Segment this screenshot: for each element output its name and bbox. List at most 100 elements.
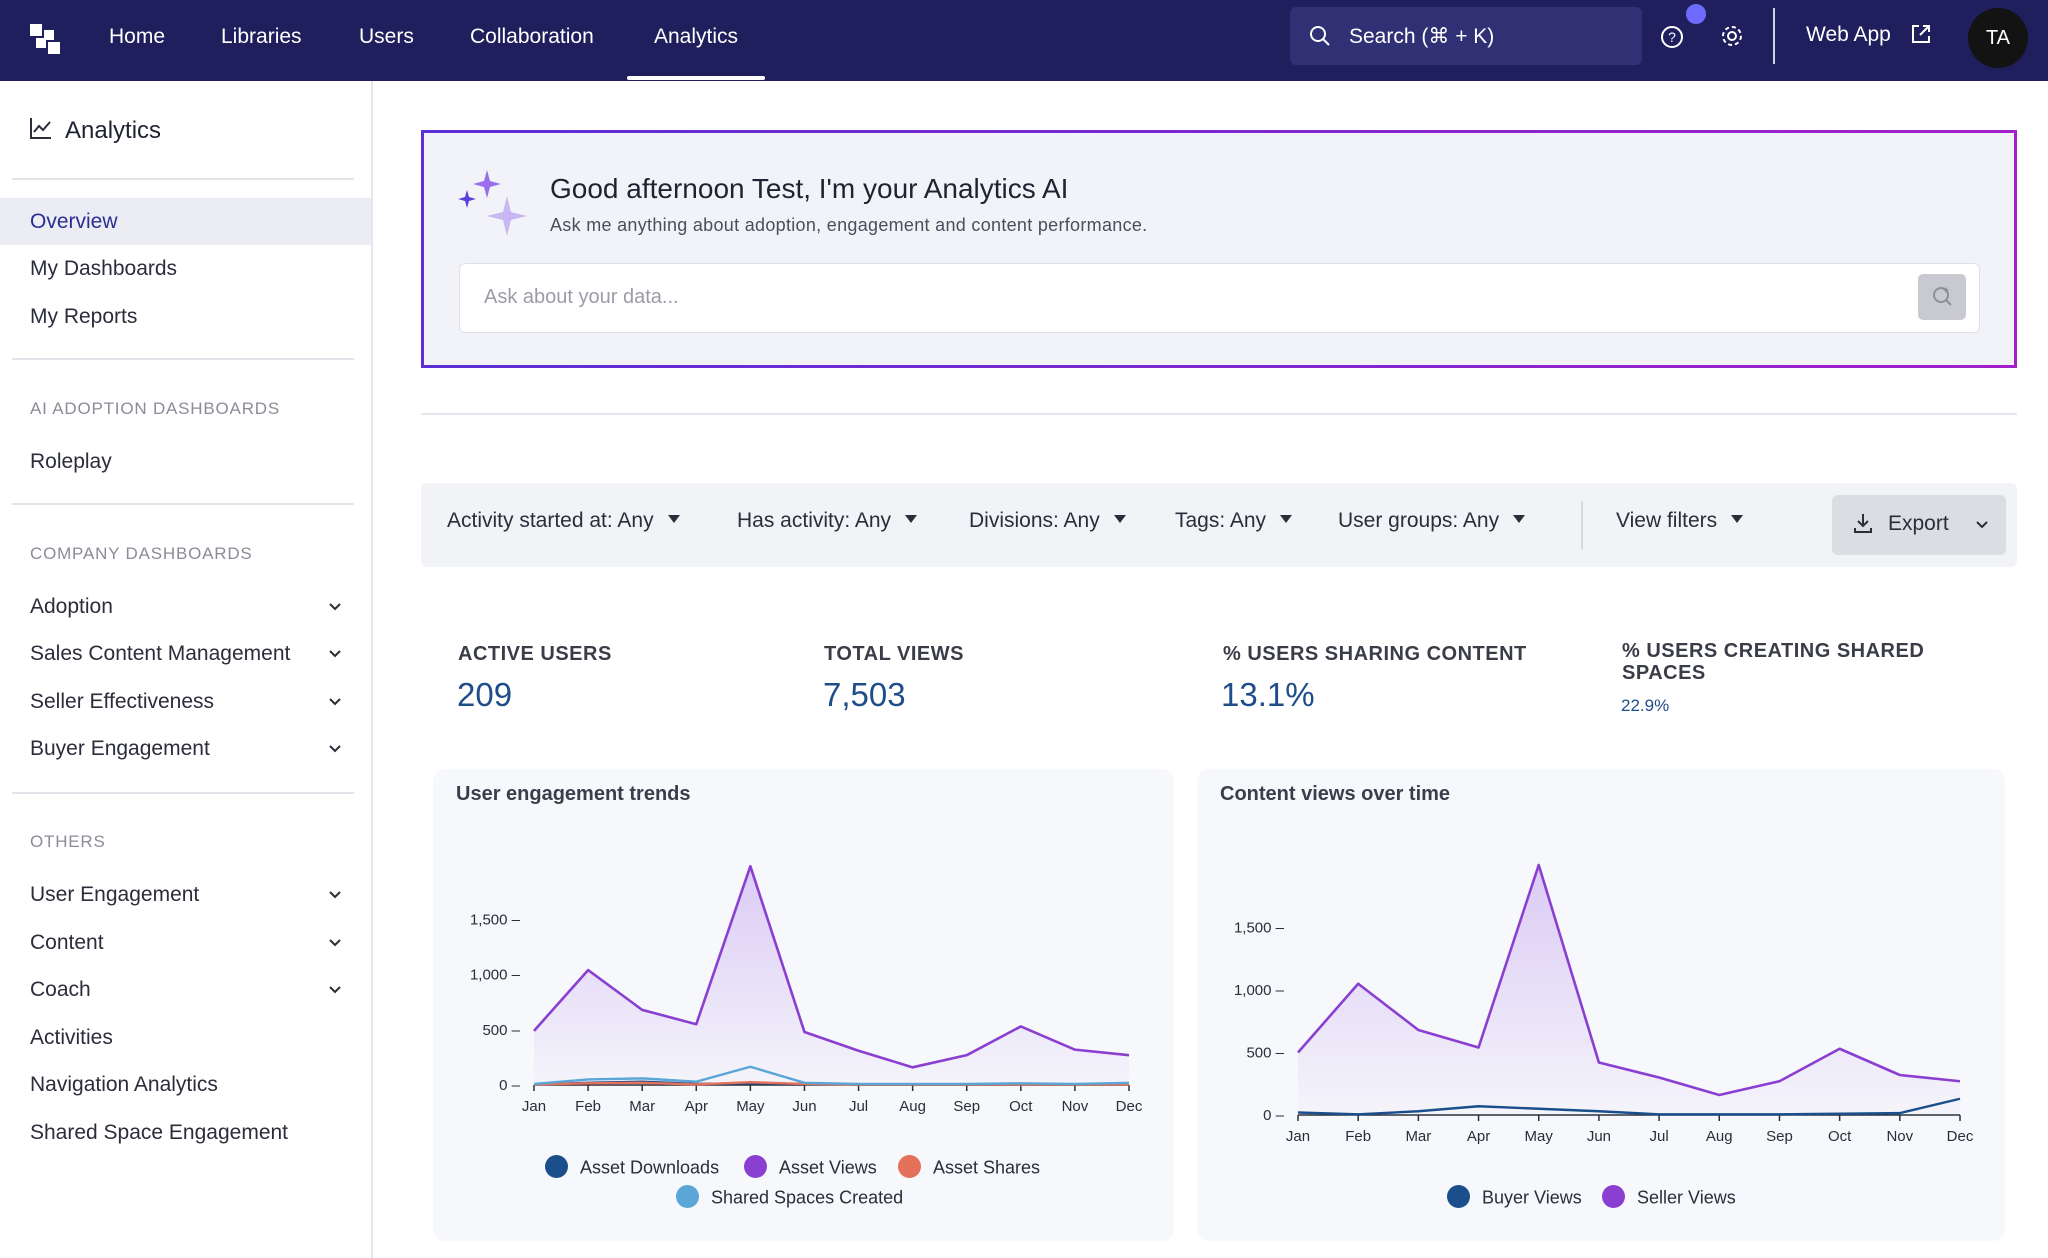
series-line-shared-spaces-created <box>533 1065 1130 1086</box>
legend-dot <box>898 1155 921 1178</box>
ai-greeting-subtitle: Ask me anything about adoption, engageme… <box>550 215 1148 235</box>
ai-submit-button[interactable] <box>1918 274 1966 320</box>
y-tick-label: 1,500 – <box>1234 920 1285 937</box>
sidebar-title: Analytics <box>65 117 162 144</box>
nav-collaboration[interactable]: Collaboration <box>470 25 594 48</box>
kpi-label-users-creating-spaces: % USERS CREATING SHARED SPACES <box>1622 640 1925 684</box>
section-heading-company: COMPANY DASHBOARDS <box>30 544 253 563</box>
search-icon <box>1310 26 1330 46</box>
y-tick-label: 1,000 – <box>470 967 521 984</box>
y-tick-label: 500 – <box>1246 1045 1284 1062</box>
sidebar: Analytics Overview My Dashboards My Repo… <box>0 81 373 1258</box>
legend-label: Asset Shares <box>933 1157 1041 1178</box>
sidebar-item-my-reports[interactable]: My Reports <box>30 305 138 328</box>
legend-item: Buyer Views <box>1447 1185 1582 1210</box>
sidebar-item-adoption[interactable]: Adoption <box>0 583 371 630</box>
gear-icon[interactable] <box>1719 23 1745 49</box>
legend-dot <box>744 1155 767 1178</box>
ai-question-input[interactable] <box>460 264 1860 330</box>
y-tick-label: 0 – <box>499 1077 521 1094</box>
ai-question-field[interactable] <box>459 263 1980 333</box>
svg-text:?: ? <box>1668 29 1676 45</box>
legend-label: Seller Views <box>1637 1187 1736 1208</box>
filter-has-activity[interactable]: Has activity: Any <box>737 509 918 533</box>
export-button[interactable]: Export <box>1832 495 2006 555</box>
filter-activity-started[interactable]: Activity started at: Any <box>447 509 680 533</box>
series-line-seller-views <box>1297 863 1961 1097</box>
sidebar-divider <box>12 178 354 180</box>
filter-divisions[interactable]: Divisions: Any <box>969 509 1126 533</box>
x-tick-label: Nov <box>1886 1128 1913 1145</box>
global-search[interactable]: Search (⌘ + K) <box>1290 7 1642 65</box>
legend-label: Asset Downloads <box>580 1157 720 1178</box>
view-filters-button[interactable]: View filters <box>1616 509 1744 533</box>
sidebar-item-my-dashboards[interactable]: My Dashboards <box>30 257 178 280</box>
x-tick-label: Mar <box>1405 1128 1431 1145</box>
sidebar-item-label: Coach <box>30 978 91 1001</box>
ai-greeting-title: Good afternoon Test, I'm your Analytics … <box>550 173 1069 204</box>
x-tick-label: Jan <box>522 1098 546 1115</box>
filter-bar: Activity started at: Any Has activity: A… <box>421 483 2017 567</box>
x-tick-label: Apr <box>685 1098 708 1115</box>
web-app-link[interactable]: Web App <box>1806 23 1891 46</box>
filter-label: Has activity: Any <box>737 509 892 532</box>
sidebar-item-label: Buyer Engagement <box>30 737 210 760</box>
legend-item: Shared Spaces Created <box>676 1185 903 1210</box>
sidebar-item-roleplay[interactable]: Roleplay <box>30 450 112 473</box>
sidebar-item-user-engagement[interactable]: User Engagement <box>0 871 371 918</box>
sidebar-item-shared-space-engagement[interactable]: Shared Space Engagement <box>30 1121 289 1144</box>
nav-users[interactable]: Users <box>359 25 414 48</box>
series-area-fill <box>1298 865 1960 1115</box>
sidebar-item-content[interactable]: Content <box>0 919 371 966</box>
legend-item: Asset Shares <box>898 1155 1041 1180</box>
sidebar-item-overview[interactable]: Overview <box>0 198 371 245</box>
chevron-down-icon <box>329 650 341 658</box>
sidebar-item-seller-effectiveness[interactable]: Seller Effectiveness <box>0 678 371 725</box>
caret-down-icon <box>1113 515 1126 524</box>
section-heading-others: OTHERS <box>30 832 106 851</box>
legend-item: Seller Views <box>1602 1185 1736 1210</box>
caret-down-icon <box>1513 515 1526 524</box>
sidebar-item-label: Sales Content Management <box>30 642 291 665</box>
x-tick-label: Aug <box>899 1098 926 1115</box>
filter-tags[interactable]: Tags: Any <box>1175 509 1293 533</box>
x-tick-label: Oct <box>1828 1128 1852 1145</box>
filter-label: Activity started at: Any <box>447 509 654 532</box>
legend-label: Buyer Views <box>1482 1187 1582 1208</box>
legend-item: Asset Downloads <box>545 1155 720 1180</box>
help-icon[interactable]: ? <box>1659 24 1685 50</box>
sidebar-divider <box>12 792 354 794</box>
kpi-label-active-users: ACTIVE USERS <box>458 643 612 665</box>
brand-logo[interactable] <box>30 24 60 54</box>
external-link-icon[interactable] <box>1910 23 1932 45</box>
x-tick-label: Feb <box>575 1098 601 1115</box>
sidebar-item-coach[interactable]: Coach <box>0 966 371 1013</box>
notification-dot <box>1686 4 1706 24</box>
sidebar-item-sales-content-management[interactable]: Sales Content Management <box>0 630 371 677</box>
ai-assistant-panel: Good afternoon Test, I'm your Analytics … <box>421 130 2017 368</box>
filter-user-groups[interactable]: User groups: Any <box>1338 509 1526 533</box>
content-views-chart: 0 – 500 – 1,000 – 1,500 – Jan Feb Mar Apr May Jun… <box>1234 863 1974 1145</box>
x-tick-label: Aug <box>1706 1128 1733 1145</box>
sidebar-item-activities[interactable]: Activities <box>30 1026 113 1049</box>
sidebar-item-navigation-analytics[interactable]: Navigation Analytics <box>30 1073 218 1096</box>
x-tick-label: Apr <box>1467 1128 1490 1145</box>
caret-down-icon <box>1280 515 1293 524</box>
chevron-down-icon <box>329 603 341 611</box>
y-tick-label: 0 – <box>1263 1107 1285 1124</box>
x-tick-label: Jun <box>792 1098 816 1115</box>
caret-down-icon <box>905 515 918 524</box>
x-tick-label: Jul <box>1649 1128 1668 1145</box>
caret-down-icon <box>667 515 680 524</box>
nav-libraries[interactable]: Libraries <box>221 25 302 48</box>
nav-home[interactable]: Home <box>109 25 166 48</box>
x-tick-label: Sep <box>953 1098 980 1115</box>
nav-analytics[interactable]: Analytics <box>626 0 766 81</box>
avatar[interactable]: TA <box>1968 8 2028 68</box>
chevron-down-icon <box>329 891 341 899</box>
x-tick-label: Feb <box>1345 1128 1371 1145</box>
x-tick-label: May <box>736 1098 765 1115</box>
series-line-buyer-views <box>1297 1097 1961 1116</box>
sidebar-item-buyer-engagement[interactable]: Buyer Engagement <box>0 725 371 772</box>
filter-divider <box>1581 501 1583 549</box>
